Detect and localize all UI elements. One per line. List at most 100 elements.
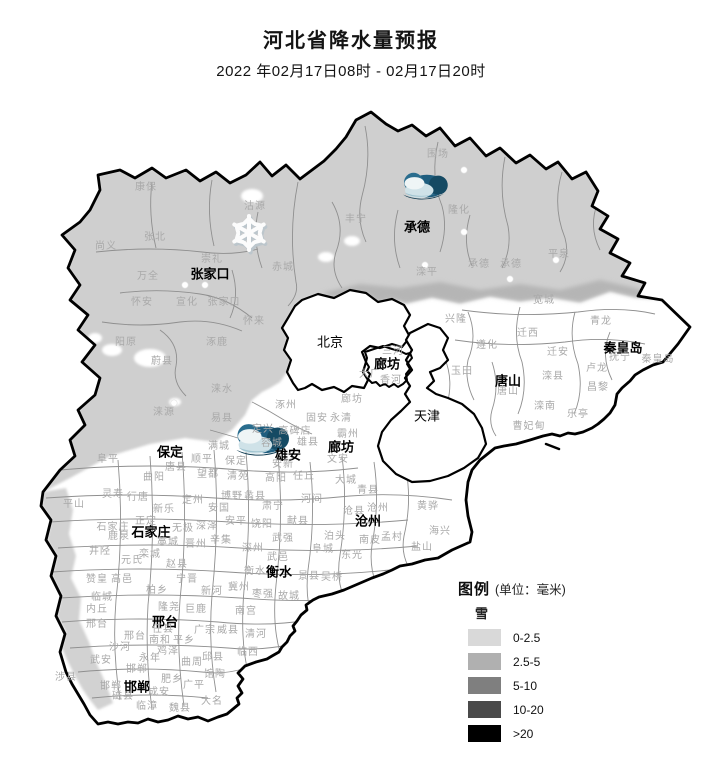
county-label: 武强: [272, 533, 294, 544]
county-label: 抚宁: [609, 352, 631, 363]
county-label: 隆尧: [158, 602, 180, 613]
county-label: 深州: [242, 543, 264, 554]
legend-label: 10-20: [513, 702, 544, 717]
county-label: 南宫: [235, 606, 257, 617]
city-label: 邢台: [151, 614, 179, 630]
city-label: 雄安: [274, 447, 302, 463]
neighbor-city-label: 天津: [413, 408, 441, 424]
county-label: 宽城: [533, 295, 555, 306]
county-label: 平山: [63, 499, 85, 510]
legend-rows: 0-2.5 2.5-5 5-10 10-20 >20: [458, 629, 688, 742]
county-label: 廊坊: [341, 394, 363, 405]
county-label: 邯郸: [100, 681, 122, 692]
county-label: 邢台: [124, 631, 146, 642]
county-label: 张北: [144, 232, 166, 243]
county-label: 井陉: [89, 546, 111, 557]
county-label: 元氏: [121, 555, 143, 566]
county-label: 唐县: [165, 462, 187, 473]
county-label: 灵寿: [102, 489, 124, 500]
city-label: 秦皇岛: [603, 340, 643, 356]
legend-header: 图例 (单位：毫米): [458, 578, 688, 599]
county-label: 新乐: [153, 504, 175, 515]
snowflake-icon: [232, 214, 268, 255]
county-label: 盐山: [411, 542, 433, 553]
county-label: 柏乡: [146, 585, 168, 596]
province-boundary: [39, 110, 692, 726]
county-label: 秦皇岛: [641, 354, 675, 365]
county-label: 辛集: [210, 535, 232, 546]
county-label: 易县: [211, 413, 233, 424]
county-label: 鸡泽: [157, 646, 179, 657]
county-label: 无极: [172, 523, 194, 534]
county-label: 赤城: [272, 262, 294, 273]
county-label: 故城: [278, 591, 300, 602]
county-label: 容城: [261, 438, 283, 449]
county-label: 文安: [327, 454, 349, 465]
city-label: 保定: [156, 444, 184, 460]
snow-region-north: [43, 112, 662, 492]
legend-label: 5-10: [513, 678, 538, 693]
county-label: 衡水: [244, 566, 266, 577]
legend-item: >20: [458, 725, 688, 742]
legend-swatch: [468, 653, 501, 670]
snow-free-patches: [88, 189, 360, 406]
county-label: 涉县: [55, 672, 77, 683]
legend-category: 雪: [475, 606, 490, 621]
snow-dot: [421, 261, 429, 269]
county-label: 大厂: [359, 369, 381, 380]
county-label: 滦南: [534, 401, 556, 412]
county-label: 鹿泉: [108, 531, 130, 542]
county-label: 孟村: [381, 532, 403, 543]
county-label: 阜平: [97, 454, 119, 465]
county-label: 景县: [298, 571, 320, 582]
county-label: 肃宁: [262, 501, 284, 512]
county-label: 石家庄: [96, 522, 130, 533]
county-label: 怀来: [243, 316, 265, 327]
county-label: 滦平: [416, 267, 438, 278]
county-label: 东光: [341, 550, 363, 561]
county-label: 清河: [245, 629, 267, 640]
county-label: 涿州: [275, 400, 297, 411]
county-label: 河间: [301, 494, 323, 505]
county-label: 武安: [90, 655, 112, 666]
county-label: 博野: [221, 491, 243, 502]
county-label: 永年: [139, 653, 161, 664]
county-label: 永清: [330, 413, 352, 424]
county-label: 安新: [272, 459, 294, 470]
county-label: 遵化: [476, 340, 498, 351]
county-label: 南和: [149, 635, 171, 646]
city-label: 石家庄: [131, 524, 171, 540]
snow-dot: [506, 275, 514, 283]
snow-dots-layer: [170, 166, 560, 407]
legend-label: 0-2.5: [513, 630, 541, 645]
county-label: 迁安: [547, 347, 569, 358]
county-label: 昌黎: [587, 382, 609, 393]
county-label: 尚义: [95, 241, 117, 252]
county-label: 饶阳: [251, 519, 273, 530]
county-label: 曲周: [181, 657, 203, 668]
legend-item: 2.5-5: [458, 653, 688, 670]
county-label: 大城: [335, 475, 357, 486]
county-label: 行唐: [127, 492, 149, 503]
county-label: 乐亭: [567, 409, 589, 420]
county-label: 涿鹿: [206, 337, 228, 348]
county-label: 栾城: [139, 549, 161, 560]
langfang-exclave-boundary: [364, 345, 413, 388]
county-label: 宣化: [176, 297, 198, 308]
county-label: 沧州: [367, 503, 389, 514]
tianjin-boundary: [376, 322, 488, 484]
county-label: 泊头: [324, 531, 346, 542]
county-label: 大名: [201, 696, 223, 707]
page-title: 河北省降水量预报: [263, 30, 439, 52]
county-label: 沽源: [244, 201, 266, 212]
county-label: 卢龙: [586, 363, 608, 374]
county-label: 黄骅: [417, 501, 439, 512]
county-label: 藁城: [157, 537, 179, 548]
snow-dot: [201, 281, 209, 289]
county-label: 康保: [135, 182, 157, 193]
snow-dot: [170, 399, 178, 407]
county-label: 晋州: [185, 539, 207, 550]
county-label: 临西: [237, 647, 259, 658]
county-label: 海兴: [429, 526, 451, 537]
